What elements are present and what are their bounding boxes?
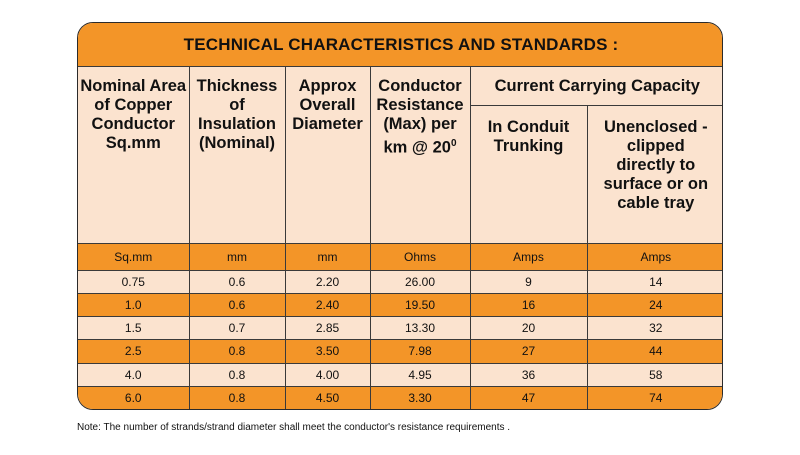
technical-characteristics-table: TECHNICAL CHARACTERISTICS AND STANDARDS …	[78, 23, 722, 409]
header-unenclosed: Unenclosed - clipped directly to surface…	[586, 105, 722, 245]
table-cell: 0.8	[188, 385, 286, 409]
table-cell: 6.0	[78, 385, 190, 409]
header-resistance: Conductor Resistance (Max) per km @ 200	[369, 66, 471, 245]
table-cell: 47	[469, 385, 588, 409]
table-cell: 3.50	[284, 339, 371, 364]
table-cell: 36	[469, 362, 588, 387]
table-row: 1.5 0.7 2.85 13.30 20 32	[78, 316, 722, 341]
unit-cell: Sq.mm	[78, 243, 190, 271]
table-cell: 0.6	[188, 269, 286, 294]
table-cell: 1.0	[78, 292, 190, 318]
table-cell: 74	[586, 385, 722, 409]
unit-cell: mm	[284, 243, 371, 271]
table-cell: 2.5	[78, 339, 190, 364]
table-cell: 27	[469, 339, 588, 364]
table-cell: 26.00	[369, 269, 471, 294]
header-resistance-superscript: 0	[450, 138, 457, 150]
table-cell: 20	[469, 316, 588, 341]
table-cell: 3.30	[369, 385, 471, 409]
header-nominal-area: Nominal Area of Copper Conductor Sq.mm	[78, 66, 190, 245]
units-row: Sq.mm mm mm Ohms Amps Amps	[78, 243, 722, 271]
table-cell: 9	[469, 269, 588, 294]
table-row: 0.75 0.6 2.20 26.00 9 14	[78, 269, 722, 294]
table-cell: 4.0	[78, 362, 190, 387]
table-cell: 0.7	[188, 316, 286, 341]
table-cell: 4.95	[369, 362, 471, 387]
table-cell: 19.50	[369, 292, 471, 318]
table-cell: 7.98	[369, 339, 471, 364]
header-thickness-text: Thickness of Insulation (Nominal)	[196, 77, 278, 153]
table-cell: 0.8	[188, 362, 286, 387]
table-row: 6.0 0.8 4.50 3.30 47 74	[78, 385, 722, 409]
table-cell: 32	[586, 316, 722, 341]
header-nominal-area-text: Nominal Area of Copper Conductor Sq.mm	[80, 77, 187, 153]
table-cell: 44	[586, 339, 722, 364]
unit-cell: Amps	[586, 243, 722, 271]
table-cell: 0.75	[78, 269, 190, 294]
table-cell: 16	[469, 292, 588, 318]
table-cell: 2.40	[284, 292, 371, 318]
table-row: 1.0 0.6 2.40 19.50 16 24	[78, 292, 722, 318]
footnote: Note: The number of strands/strand diame…	[77, 422, 511, 433]
table-cell: 24	[586, 292, 722, 318]
unit-cell: mm	[188, 243, 286, 271]
spec-table-card: TECHNICAL CHARACTERISTICS AND STANDARDS …	[77, 22, 723, 410]
table-title: TECHNICAL CHARACTERISTICS AND STANDARDS …	[78, 23, 722, 68]
table-cell: 0.8	[188, 339, 286, 364]
header-unenclosed-text: Unenclosed - clipped directly to surface…	[603, 118, 709, 213]
header-thickness: Thickness of Insulation (Nominal)	[188, 66, 286, 245]
header-diameter: Approx Overall Diameter	[284, 66, 371, 245]
header-current-capacity: Current Carrying Capacity	[469, 66, 722, 107]
table-row: 2.5 0.8 3.50 7.98 27 44	[78, 339, 722, 364]
unit-cell: Ohms	[369, 243, 471, 271]
header-current-capacity-text: Current Carrying Capacity	[494, 76, 700, 95]
table-cell: 2.85	[284, 316, 371, 341]
header-in-conduit: In Conduit Trunking	[470, 105, 588, 245]
unit-cell: Amps	[469, 243, 588, 271]
header-in-conduit-text: In Conduit Trunking	[487, 118, 570, 156]
table-cell: 58	[586, 362, 722, 387]
header-diameter-text: Approx Overall Diameter	[292, 77, 363, 134]
table-cell: 14	[586, 269, 722, 294]
table-cell: 13.30	[369, 316, 471, 341]
table-cell: 4.00	[284, 362, 371, 387]
table-row: 4.0 0.8 4.00 4.95 36 58	[78, 362, 722, 387]
table-cell: 2.20	[284, 269, 371, 294]
table-cell: 4.50	[284, 385, 371, 409]
table-cell: 0.6	[188, 292, 286, 318]
header-resistance-text: Conductor Resistance (Max) per km @ 20	[376, 77, 464, 157]
table-cell: 1.5	[78, 316, 190, 341]
